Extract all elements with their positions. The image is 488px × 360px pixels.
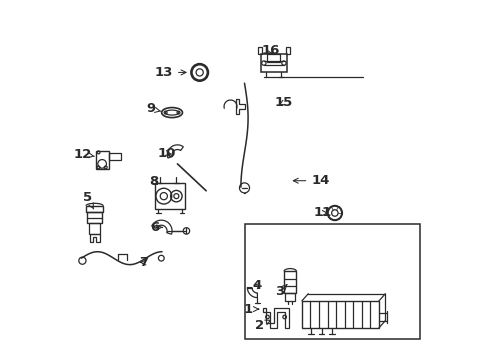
Bar (87, 212, 102, 223)
Bar (89, 223, 100, 234)
Text: 10: 10 (157, 147, 175, 159)
Bar (86, 206, 103, 212)
Text: 4: 4 (252, 279, 261, 292)
Text: 9: 9 (146, 103, 161, 116)
Text: 15: 15 (274, 96, 292, 109)
Text: 1: 1 (243, 303, 258, 316)
Bar (267, 54, 279, 62)
Text: 12: 12 (73, 148, 94, 161)
Bar (108, 153, 121, 160)
Text: 5: 5 (82, 191, 94, 209)
Text: 8: 8 (149, 175, 159, 188)
Text: 6: 6 (150, 221, 162, 234)
Bar (285, 47, 289, 54)
Bar (285, 293, 295, 301)
Text: 13: 13 (154, 66, 185, 79)
Text: 7: 7 (139, 256, 148, 269)
Text: 14: 14 (293, 174, 329, 187)
Bar (258, 47, 261, 54)
Bar (155, 183, 185, 209)
Text: 16: 16 (261, 44, 279, 57)
Text: 2: 2 (254, 319, 270, 332)
Bar (96, 151, 108, 169)
Bar (284, 271, 296, 293)
Bar (244, 225, 419, 338)
Text: 3: 3 (274, 284, 286, 298)
Bar (261, 54, 286, 72)
Text: 11: 11 (313, 207, 331, 220)
Bar (301, 301, 378, 328)
